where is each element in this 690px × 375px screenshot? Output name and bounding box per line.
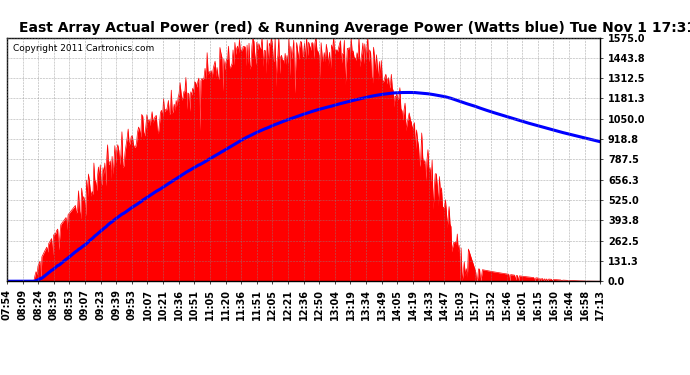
Text: East Array Actual Power (red) & Running Average Power (Watts blue) Tue Nov 1 17:: East Array Actual Power (red) & Running … <box>19 21 690 35</box>
Text: Copyright 2011 Cartronics.com: Copyright 2011 Cartronics.com <box>13 44 154 52</box>
